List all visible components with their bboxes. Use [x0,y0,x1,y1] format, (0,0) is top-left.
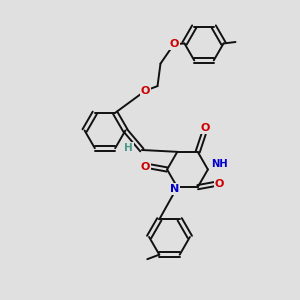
Text: N: N [170,184,179,194]
Text: O: O [215,179,224,189]
Text: O: O [169,39,179,49]
Text: O: O [200,123,210,134]
Text: H: H [124,142,133,153]
Text: O: O [141,85,150,96]
Text: NH: NH [211,159,228,169]
Text: O: O [140,161,150,172]
